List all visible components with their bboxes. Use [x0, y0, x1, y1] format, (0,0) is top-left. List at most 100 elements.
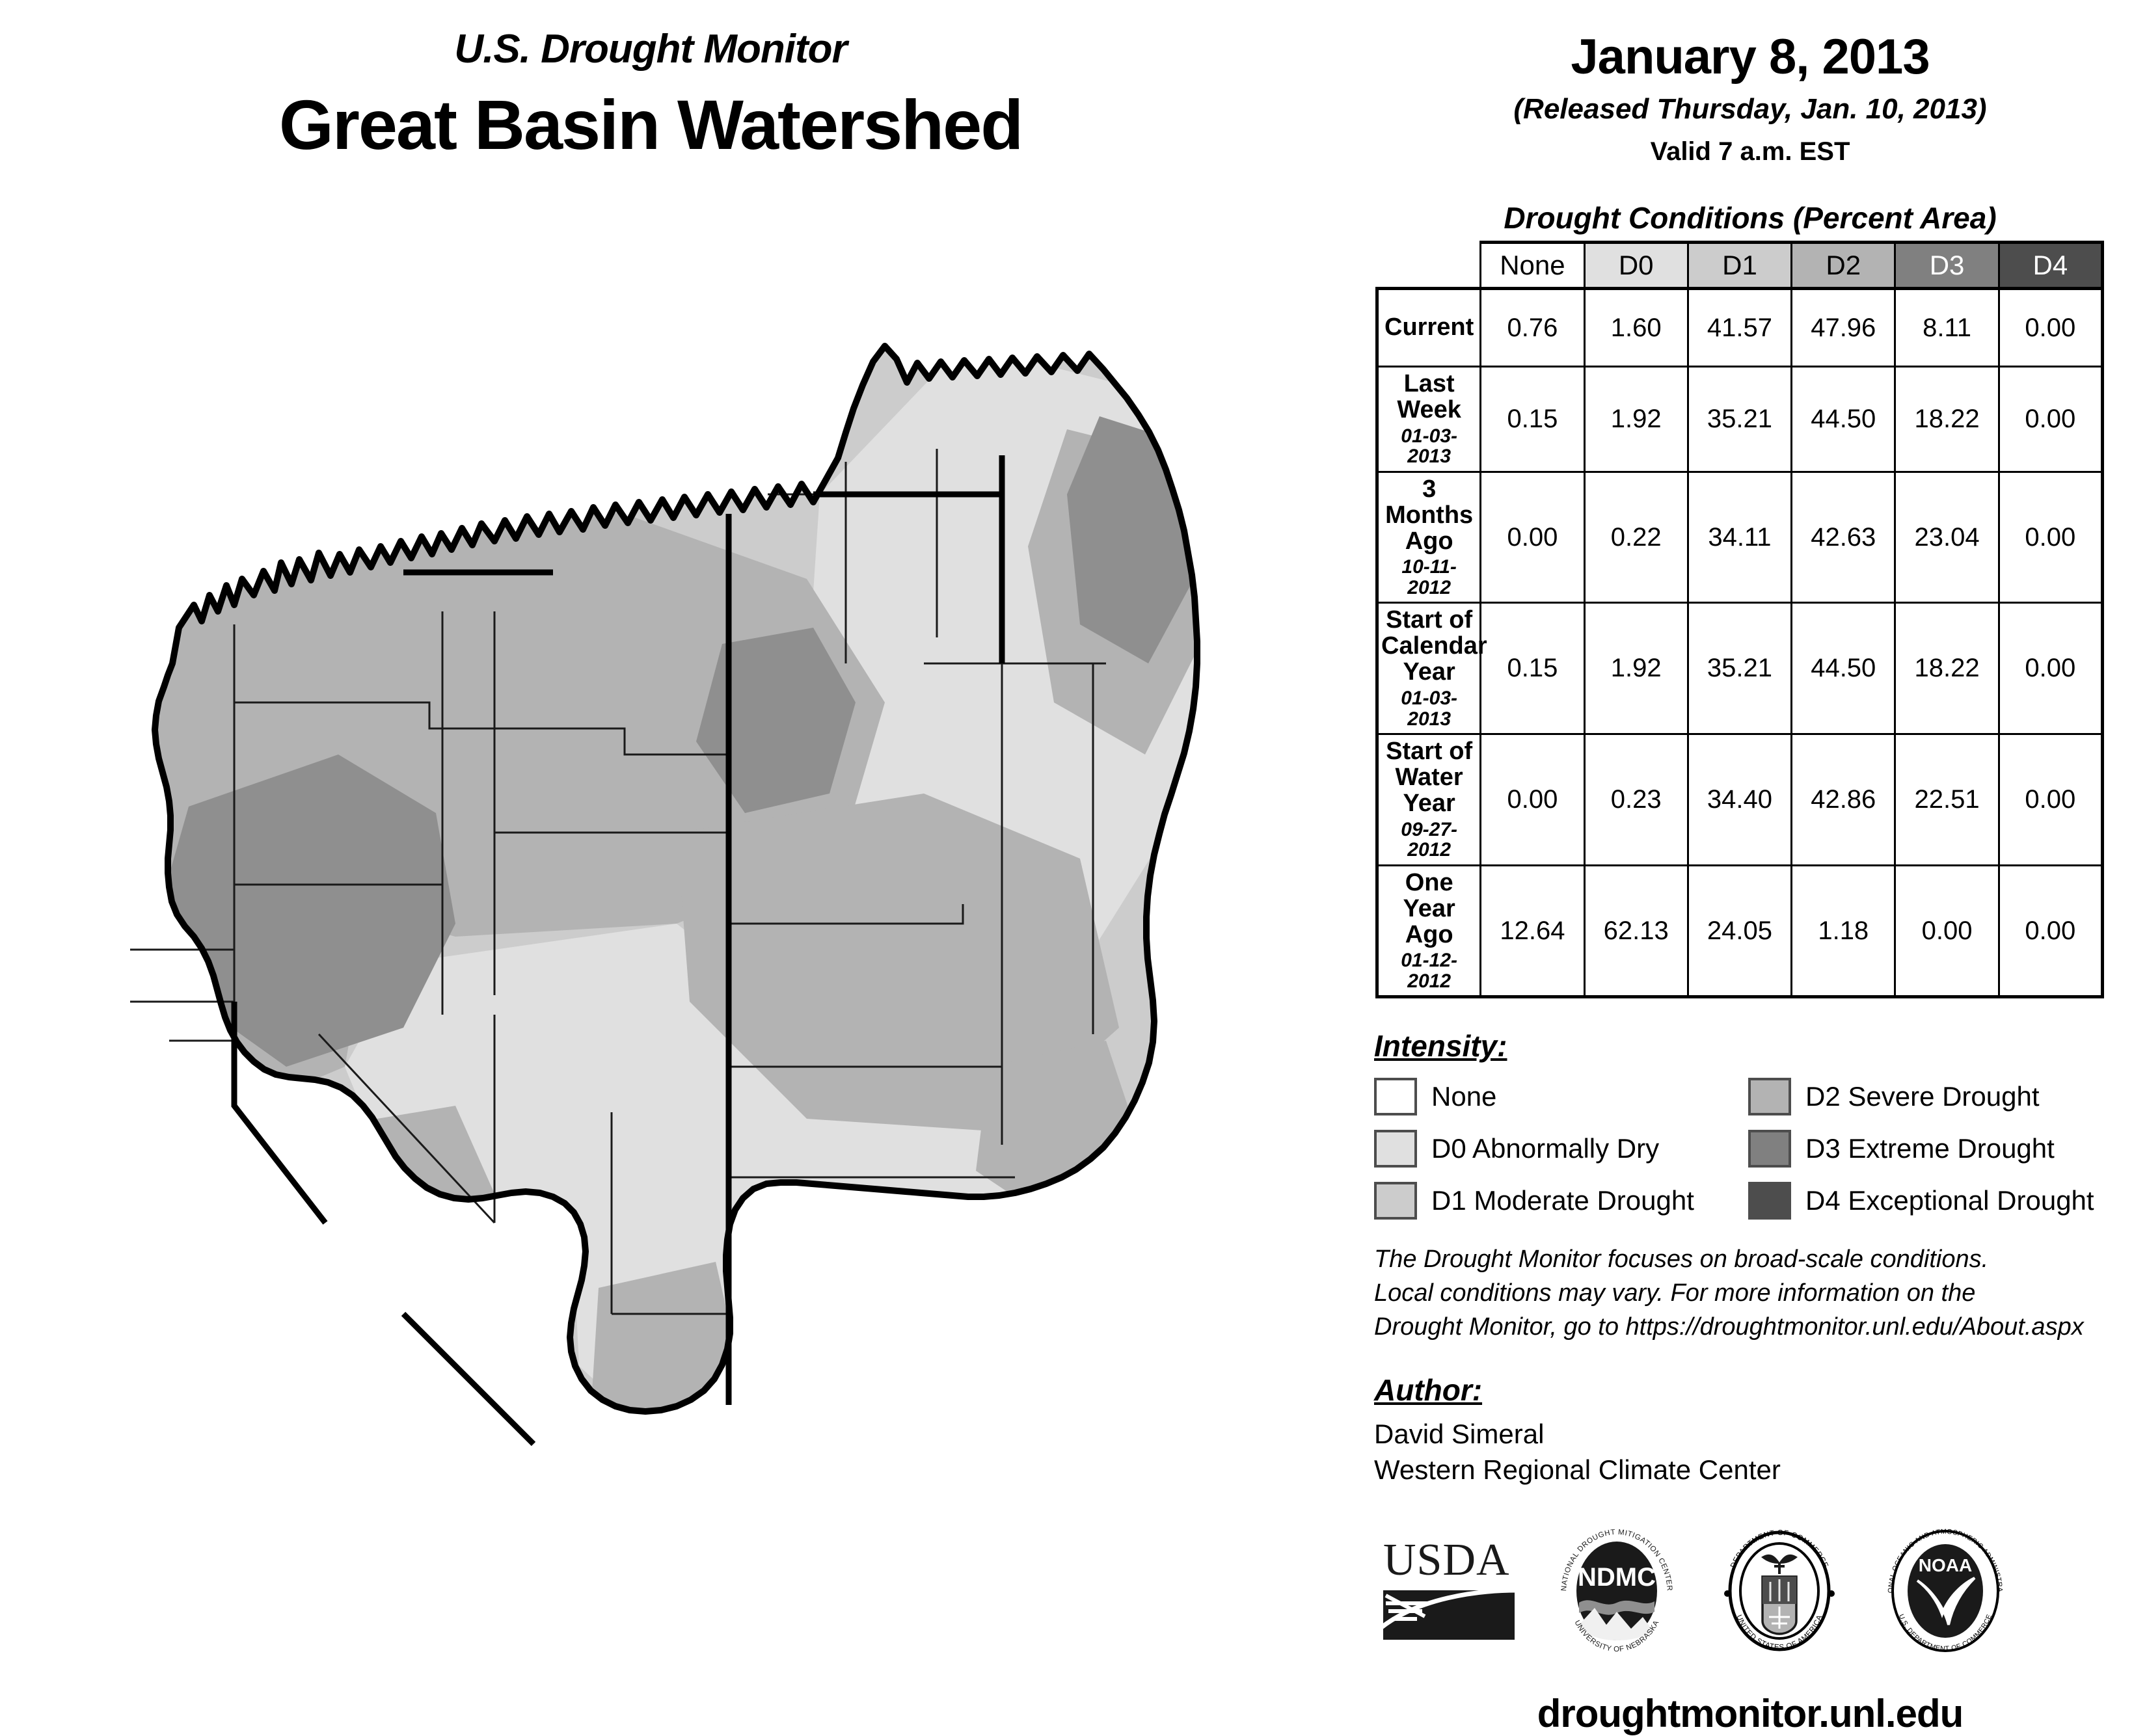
issue-date: January 8, 2013: [1571, 29, 1930, 85]
table-row: Current 0.76 1.60 41.57 47.96 8.11 0.00: [1375, 287, 2105, 367]
cell-d1-r2: 34.11: [1686, 470, 1793, 604]
table-row: 3 Months Ago 10-11-2012 0.00 0.22 34.11 42.63…: [1375, 470, 2105, 604]
cell-none-r0: 0.76: [1479, 287, 1586, 367]
drought-zone-d3-central-core: [696, 628, 856, 813]
column-header-none: None: [1479, 241, 1586, 289]
cell-d3-r3: 18.22: [1894, 602, 2000, 736]
cell-d2-r1: 44.50: [1790, 366, 1897, 473]
legend-item-d3: D3 Extreme Drought: [1748, 1130, 2122, 1168]
column-header-d1: D1: [1686, 241, 1793, 289]
row-label: One Year Ago 01-12-2012: [1375, 864, 1482, 999]
usda-logo: USDA: [1379, 1535, 1518, 1640]
disclaimer-line-1: The Drought Monitor focuses on broad-sca…: [1374, 1246, 1989, 1274]
cell-none-r3: 0.15: [1479, 602, 1586, 736]
logo-strip: USDA NDMC NATIONAL DROUGHT MITIGATION CE…: [1379, 1526, 2140, 1656]
drought-zone-d2-south-tail: [592, 1262, 748, 1411]
cell-d2-r0: 47.96: [1790, 287, 1897, 367]
cell-d4-r5: 0.00: [1997, 864, 2105, 999]
site-url[interactable]: droughtmonitor.unl.edu: [1537, 1691, 1964, 1735]
date-block: January 8, 2013 (Released Thursday, Jan.…: [1360, 0, 2140, 167]
cell-d2-r3: 44.50: [1790, 602, 1897, 736]
cell-none-r2: 0.00: [1479, 470, 1586, 604]
cell-d4-r0: 0.00: [1997, 287, 2105, 367]
cell-d3-r0: 8.11: [1894, 287, 2000, 367]
cell-d4-r2: 0.00: [1997, 470, 2105, 604]
cell-d2-r5: 1.18: [1790, 864, 1897, 999]
drought-zone-d2-east: [677, 794, 1119, 1132]
drought-conditions-table: None D0 D1 D2 D3 D4 Current 0.76 1.60 41.57…: [1375, 241, 2105, 999]
cell-d0-r3: 1.92: [1583, 602, 1689, 736]
cell-d0-r2: 0.22: [1583, 470, 1689, 604]
svg-text:NOAA: NOAA: [1919, 1555, 1972, 1575]
row-date: 01-03-2013: [1401, 425, 1457, 468]
column-header-d0: D0: [1583, 241, 1689, 289]
cell-d2-r4: 42.86: [1790, 733, 1897, 866]
legend-item-d2: D2 Severe Drought: [1748, 1078, 2122, 1116]
row-date: 01-12-2012: [1401, 950, 1457, 992]
cell-d1-r3: 35.21: [1686, 602, 1793, 736]
legend-item-d4: D4 Exceptional Drought: [1748, 1182, 2122, 1220]
cell-none-r5: 12.64: [1479, 864, 1586, 999]
cell-d4-r1: 0.00: [1997, 366, 2105, 473]
release-date: (Released Thursday, Jan. 10, 2013): [1513, 93, 1987, 125]
table-row: Last Week 01-03-2013 0.15 1.92 35.21 44.50 18.…: [1375, 366, 2105, 473]
table-header-row: None D0 D1 D2 D3 D4: [1377, 241, 2105, 289]
page-title: Great Basin Watershed: [278, 85, 1023, 164]
row-label: 3 Months Ago 10-11-2012: [1375, 470, 1482, 604]
legend-label-d1: D1 Moderate Drought: [1431, 1185, 1694, 1216]
legend-swatch-d1: [1374, 1182, 1417, 1220]
legend-item-none: None: [1374, 1078, 1748, 1116]
ndmc-logo: NDMC NATIONAL DROUGHT MITIGATION CENTER …: [1560, 1529, 1673, 1653]
author-name: David Simeral: [1374, 1419, 1545, 1450]
disclaimer: The Drought Monitor focuses on broad-sca…: [1374, 1243, 2140, 1344]
valid-time: Valid 7 a.m. EST: [1650, 137, 1850, 166]
column-header-d3: D3: [1894, 241, 2000, 289]
column-header-d2: D2: [1790, 241, 1897, 289]
cell-d0-r4: 0.23: [1583, 733, 1689, 866]
legend-row: D0 Abnormally Dry D3 Extreme Drought: [1374, 1130, 2122, 1168]
legend-swatch-none: [1374, 1078, 1417, 1116]
cell-d1-r5: 24.05: [1686, 864, 1793, 999]
cell-d3-r4: 22.51: [1894, 733, 2000, 866]
legend-item-d1: D1 Moderate Drought: [1374, 1182, 1748, 1220]
row-label: Start of Water Year 09-27-2012: [1375, 733, 1482, 866]
cell-d0-r1: 1.92: [1583, 366, 1689, 473]
title-block: U.S. Drought Monitor Great Basin Watersh…: [0, 26, 1301, 165]
row-date: 09-27-2012: [1401, 818, 1457, 861]
row-label: Last Week 01-03-2013: [1375, 366, 1482, 473]
right-panel: January 8, 2013 (Released Thursday, Jan.…: [1360, 0, 2140, 1735]
cell-d1-r4: 34.40: [1686, 733, 1793, 866]
row-label: Current: [1375, 287, 1482, 367]
cell-d0-r5: 62.13: [1583, 864, 1689, 999]
row-date: 10-11-2012: [1401, 556, 1457, 598]
author-heading: Author:: [1374, 1373, 1483, 1408]
drought-zone-d3-west-core: [163, 754, 455, 1067]
cell-d3-r2: 23.04: [1894, 470, 2000, 604]
column-header-d4: D4: [1997, 241, 2105, 289]
legend-item-d0: D0 Abnormally Dry: [1374, 1130, 1748, 1168]
svg-text:USDA: USDA: [1383, 1535, 1510, 1585]
table-corner-cell: [1377, 243, 1481, 289]
table-row: Start of Water Year 09-27-2012 0.00 0.23 34.4…: [1375, 733, 2105, 866]
table-title: Drought Conditions (Percent Area): [1504, 201, 1997, 235]
drought-map-svg: [130, 343, 1200, 1447]
cell-none-r4: 0.00: [1479, 733, 1586, 866]
cell-d1-r0: 41.57: [1686, 287, 1793, 367]
noaa-logo: NOAA NATIONAL OCEANIC AND ATMOSPHERIC AD…: [1877, 1526, 2004, 1653]
cell-d0-r0: 1.60: [1583, 287, 1689, 367]
cell-d3-r1: 18.22: [1894, 366, 2000, 473]
legend-swatch-d2: [1748, 1078, 1791, 1116]
row-label: Start of Calendar Year 01-03-2013: [1375, 602, 1487, 736]
row-date: 01-03-2013: [1401, 688, 1457, 730]
legend-swatch-d4: [1748, 1182, 1791, 1220]
cell-d3-r5: 0.00: [1894, 864, 2000, 999]
legend-swatch-d3: [1748, 1130, 1791, 1168]
watershed-outline: [152, 343, 1200, 1415]
drought-zone-d3-northeast-core: [1067, 416, 1194, 663]
legend-label-d4: D4 Exceptional Drought: [1805, 1185, 2094, 1216]
disclaimer-line-3[interactable]: Drought Monitor, go to https://droughtmo…: [1374, 1313, 2084, 1341]
cell-none-r1: 0.15: [1479, 366, 1586, 473]
table-row: One Year Ago 01-12-2012 12.64 62.13 24.05 1.1…: [1375, 864, 2105, 999]
cell-d1-r1: 35.21: [1686, 366, 1793, 473]
table-row: Start of Calendar Year 01-03-2013 0.15 1.92 3…: [1375, 602, 2105, 736]
